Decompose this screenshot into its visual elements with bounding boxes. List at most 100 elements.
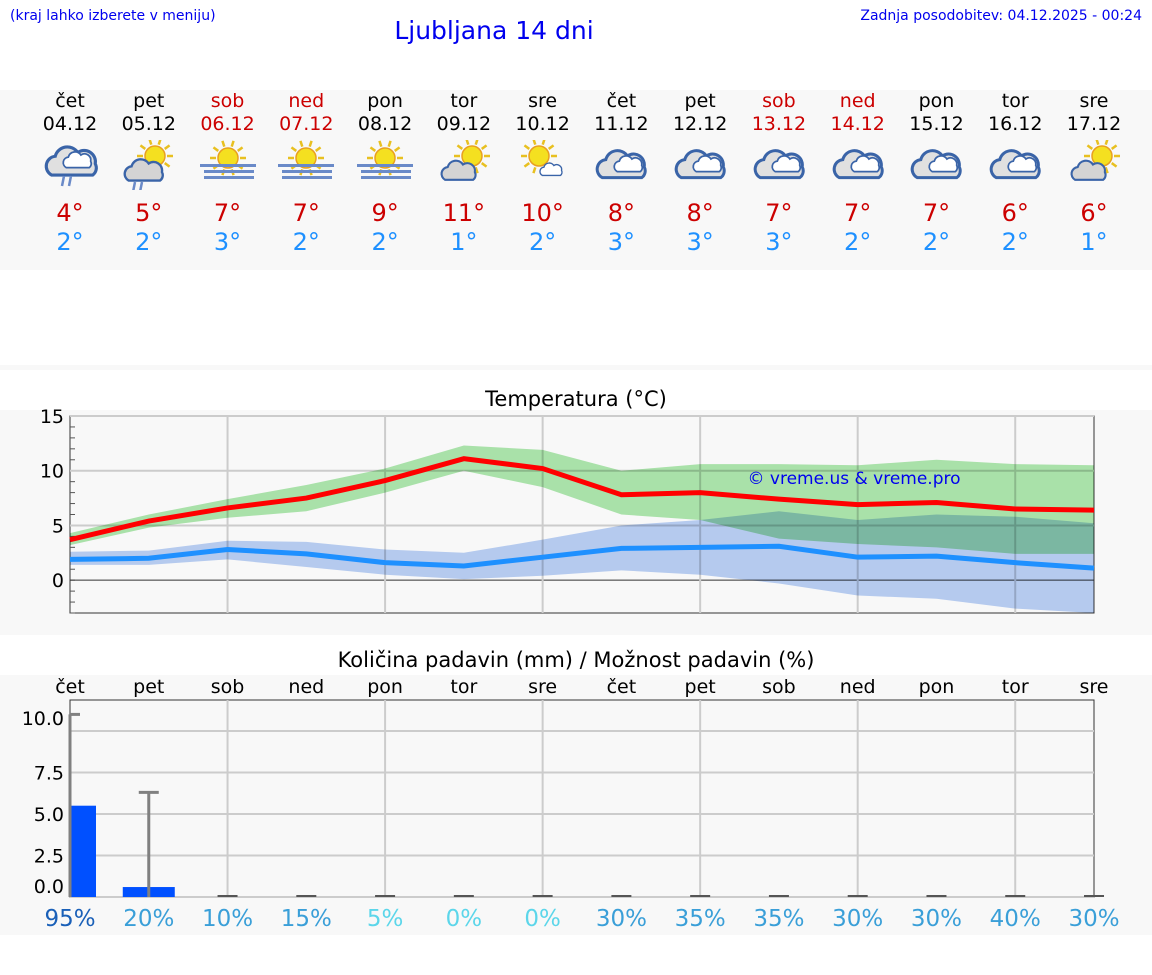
precip-chance: 35% [753,906,804,932]
temp-max: 7° [292,199,320,227]
day-name: sre [528,90,558,112]
precip-chance: 95% [44,906,95,932]
cloudy-icon [832,149,884,180]
precip-bar [71,805,96,897]
day-name: pet [684,90,716,112]
temp-min: 2° [844,228,872,256]
day-date: 16.12 [988,113,1043,135]
temp-min: 3° [765,228,793,256]
day-date: 14.12 [830,113,885,135]
min-temp-line [69,543,1095,571]
watermark: © vreme.us & vreme.pro [747,469,960,489]
precip-chance: 30% [911,906,962,932]
x-day-label: sre [1080,676,1109,698]
day-date: 05.12 [121,113,176,135]
min-temp-band [70,511,1095,613]
day-column: sob 06.12 7° 3° [188,90,268,256]
precip-chance: 30% [1068,906,1119,932]
day-name: ned [839,90,876,112]
x-day-label: pet [685,676,716,698]
y-tick-label: 15 [40,406,64,428]
day-name: čet [606,90,637,112]
x-day-label: ned [288,676,324,698]
temp-max: 6° [1001,199,1029,227]
x-day-label: sob [762,676,796,698]
day-date: 17.12 [1066,113,1122,135]
y-tick-label: 10.0 [22,708,64,730]
day-column: tor 16.12 6° 2° [975,90,1055,256]
temperature-chart-title: Temperatura (°C) [485,387,667,411]
day-name: pon [918,90,955,112]
temp-min: 1° [450,228,478,256]
sun-cloud-icon [1070,140,1120,181]
y-tick-label: 0.0 [34,876,64,898]
temp-max: 8° [686,199,714,227]
x-day-label: pet [133,676,164,698]
day-date: 10.12 [515,113,570,135]
precip-chance: 15% [281,906,332,932]
day-column: pet 12.12 8° 3° [660,90,740,256]
cloudy-icon [596,149,648,180]
day-column: pon 15.12 7° 2° [896,90,976,256]
temp-min: 2° [922,228,951,256]
temp-max: 5° [135,199,163,227]
day-column: pon 08.12 9° 2° [345,90,425,256]
sun-small-cloud-icon [520,140,563,177]
sun-cloud-icon [440,140,490,181]
precip-chance: 35% [675,906,726,932]
precip-chance: 20% [123,906,174,932]
precip-chance: 30% [596,906,647,932]
temp-min: 3° [213,228,242,256]
temp-min: 2° [1001,228,1029,256]
temp-max: 7° [213,199,242,227]
precip-chance: 0% [524,906,561,932]
x-day-label: tor [450,676,477,698]
location-hint[interactable]: (kraj lahko izberete v meniju) [10,8,216,24]
temp-min: 2° [292,228,320,256]
day-column: sob 13.12 7° 3° [739,90,819,256]
day-date: 07.12 [279,113,334,135]
temp-max: 7° [844,199,872,227]
day-date: 11.12 [594,113,649,135]
last-update: Zadnja posodobitev: 04.12.2025 - 00:24 [860,8,1142,24]
sun-fog-icon [357,140,414,179]
day-date: 12.12 [672,113,728,135]
x-day-label: čet [607,676,637,698]
day-name: sob [762,90,796,112]
max-temp-line [69,456,1095,543]
precip-chance: 0% [446,906,483,932]
day-column: ned 07.12 7° 2° [266,90,346,256]
divider [0,365,1152,370]
day-name: tor [1001,90,1029,112]
sun-cloud-rain-icon [123,140,173,190]
sun-fog-icon [199,140,256,179]
day-column: pet 05.12 5° 2° [109,90,189,256]
temp-min: 3° [607,228,636,256]
temp-min: 3° [686,228,714,256]
day-date: 04.12 [42,113,98,135]
day-name: sob [210,90,245,112]
page-title: Ljubljana 14 dni [394,16,594,45]
day-name: sre [1079,90,1109,112]
day-column: sre 17.12 6° 1° [1054,90,1134,256]
temp-max: 6° [1080,199,1108,227]
precip-chance: 10% [202,906,253,932]
temp-min: 2° [56,228,84,256]
day-date: 13.12 [751,113,807,135]
cloudy-icon [911,149,963,180]
day-name: ned [288,90,325,112]
y-tick-label: 5 [52,515,64,537]
day-name: pet [133,90,165,112]
cloudy-icon [753,149,805,180]
sun-fog-icon [278,140,335,179]
temp-min: 2° [135,228,163,256]
y-tick-label: 10 [40,461,64,483]
temp-min: 2° [528,228,557,256]
day-column: čet 04.12 4° 2° [30,90,110,256]
precipitation-chart: 0.0 2.5 5.0 7.5 10.0 čet pet sob ned pon tor sre čet… [22,676,1120,932]
day-date: 06.12 [200,113,255,135]
x-day-label: sre [528,676,557,698]
precip-chance: 40% [990,906,1041,932]
day-name: pon [367,90,403,112]
temp-max: 7° [765,199,793,227]
